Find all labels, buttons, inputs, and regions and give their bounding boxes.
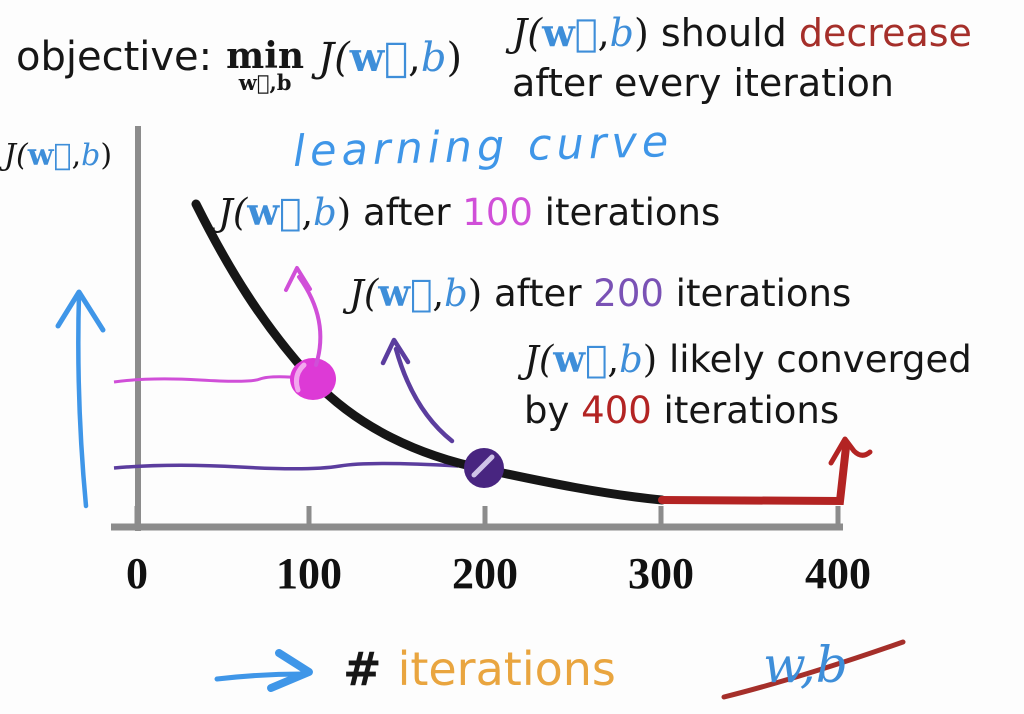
x-tick-label-0: 0 [126,549,148,598]
iteration-count-200: 200 [593,272,664,315]
y-direction-arrow-head-icon [55,289,106,333]
jwb-expression: J(w⃗,b) [318,34,463,81]
iterations-word: iterations [397,642,616,696]
x-direction-arrow-head-icon [267,649,313,692]
jwb-expression: J(w⃗,b) [218,190,352,234]
x-tick-label-400: 400 [805,549,871,598]
annotation-converged-line2: by 400 iterations [524,389,840,432]
hash-symbol: # [343,642,398,696]
annotation-after-100: J(w⃗,b) after 100 iterations [218,190,721,234]
decrease-note-line2: after every iteration [512,61,894,105]
y-axis-label: J(w⃗,b) [4,138,112,173]
jwb-expression: J(w⃗,b) [524,337,658,381]
converged-arrowhead-icon [828,436,873,466]
marker-100-highlight [294,362,307,393]
min-operator: min w⃗,b [226,35,305,95]
arrow-100-stem [297,275,323,367]
x-tick-label-200: 200 [452,549,518,598]
iteration-count-400: 400 [581,389,652,432]
marker-200-highlight [471,454,495,478]
objective-label: objective: [16,34,213,80]
objective-statement: objective: min w⃗,b J(w⃗,b) [16,34,462,93]
iteration-count-100: 100 [462,191,533,234]
reference-line-200 [113,461,459,471]
wb-strikethrough [721,639,906,700]
decrease-note: J(w⃗,b) should decrease after every iter… [512,8,1024,108]
chart-title: learning curve [292,117,674,177]
arrow-200-head-icon [380,337,411,366]
cost-curve [191,199,667,505]
jwb-expression: J(w⃗,b) [349,271,483,315]
x-axis-caption: # iterations [343,642,616,696]
wb-crossed-out-label: w,b [763,636,848,694]
x-tick-label-100: 100 [276,549,342,598]
decrease-word: decrease [798,11,972,55]
converged-segment [658,443,850,506]
annotation-converged-line1: J(w⃗,b) likely converged [524,337,972,381]
x-tick-label-300: 300 [628,549,694,598]
x-axis-ticks [134,506,841,527]
y-direction-arrow-stem [76,291,89,509]
annotation-after-200: J(w⃗,b) after 200 iterations [349,271,852,315]
jwb-expression: J(w⃗,b) [4,138,113,173]
arrow-100-head-icon [284,266,312,292]
reference-line-100 [113,375,306,384]
decrease-note-line1: J(w⃗,b) should decrease [512,10,972,55]
jwb-expression: J(w⃗,b) [512,10,649,55]
arrow-200-stem [393,346,455,444]
annotation-converged: J(w⃗,b) likely converged by 400 iteratio… [524,334,972,436]
